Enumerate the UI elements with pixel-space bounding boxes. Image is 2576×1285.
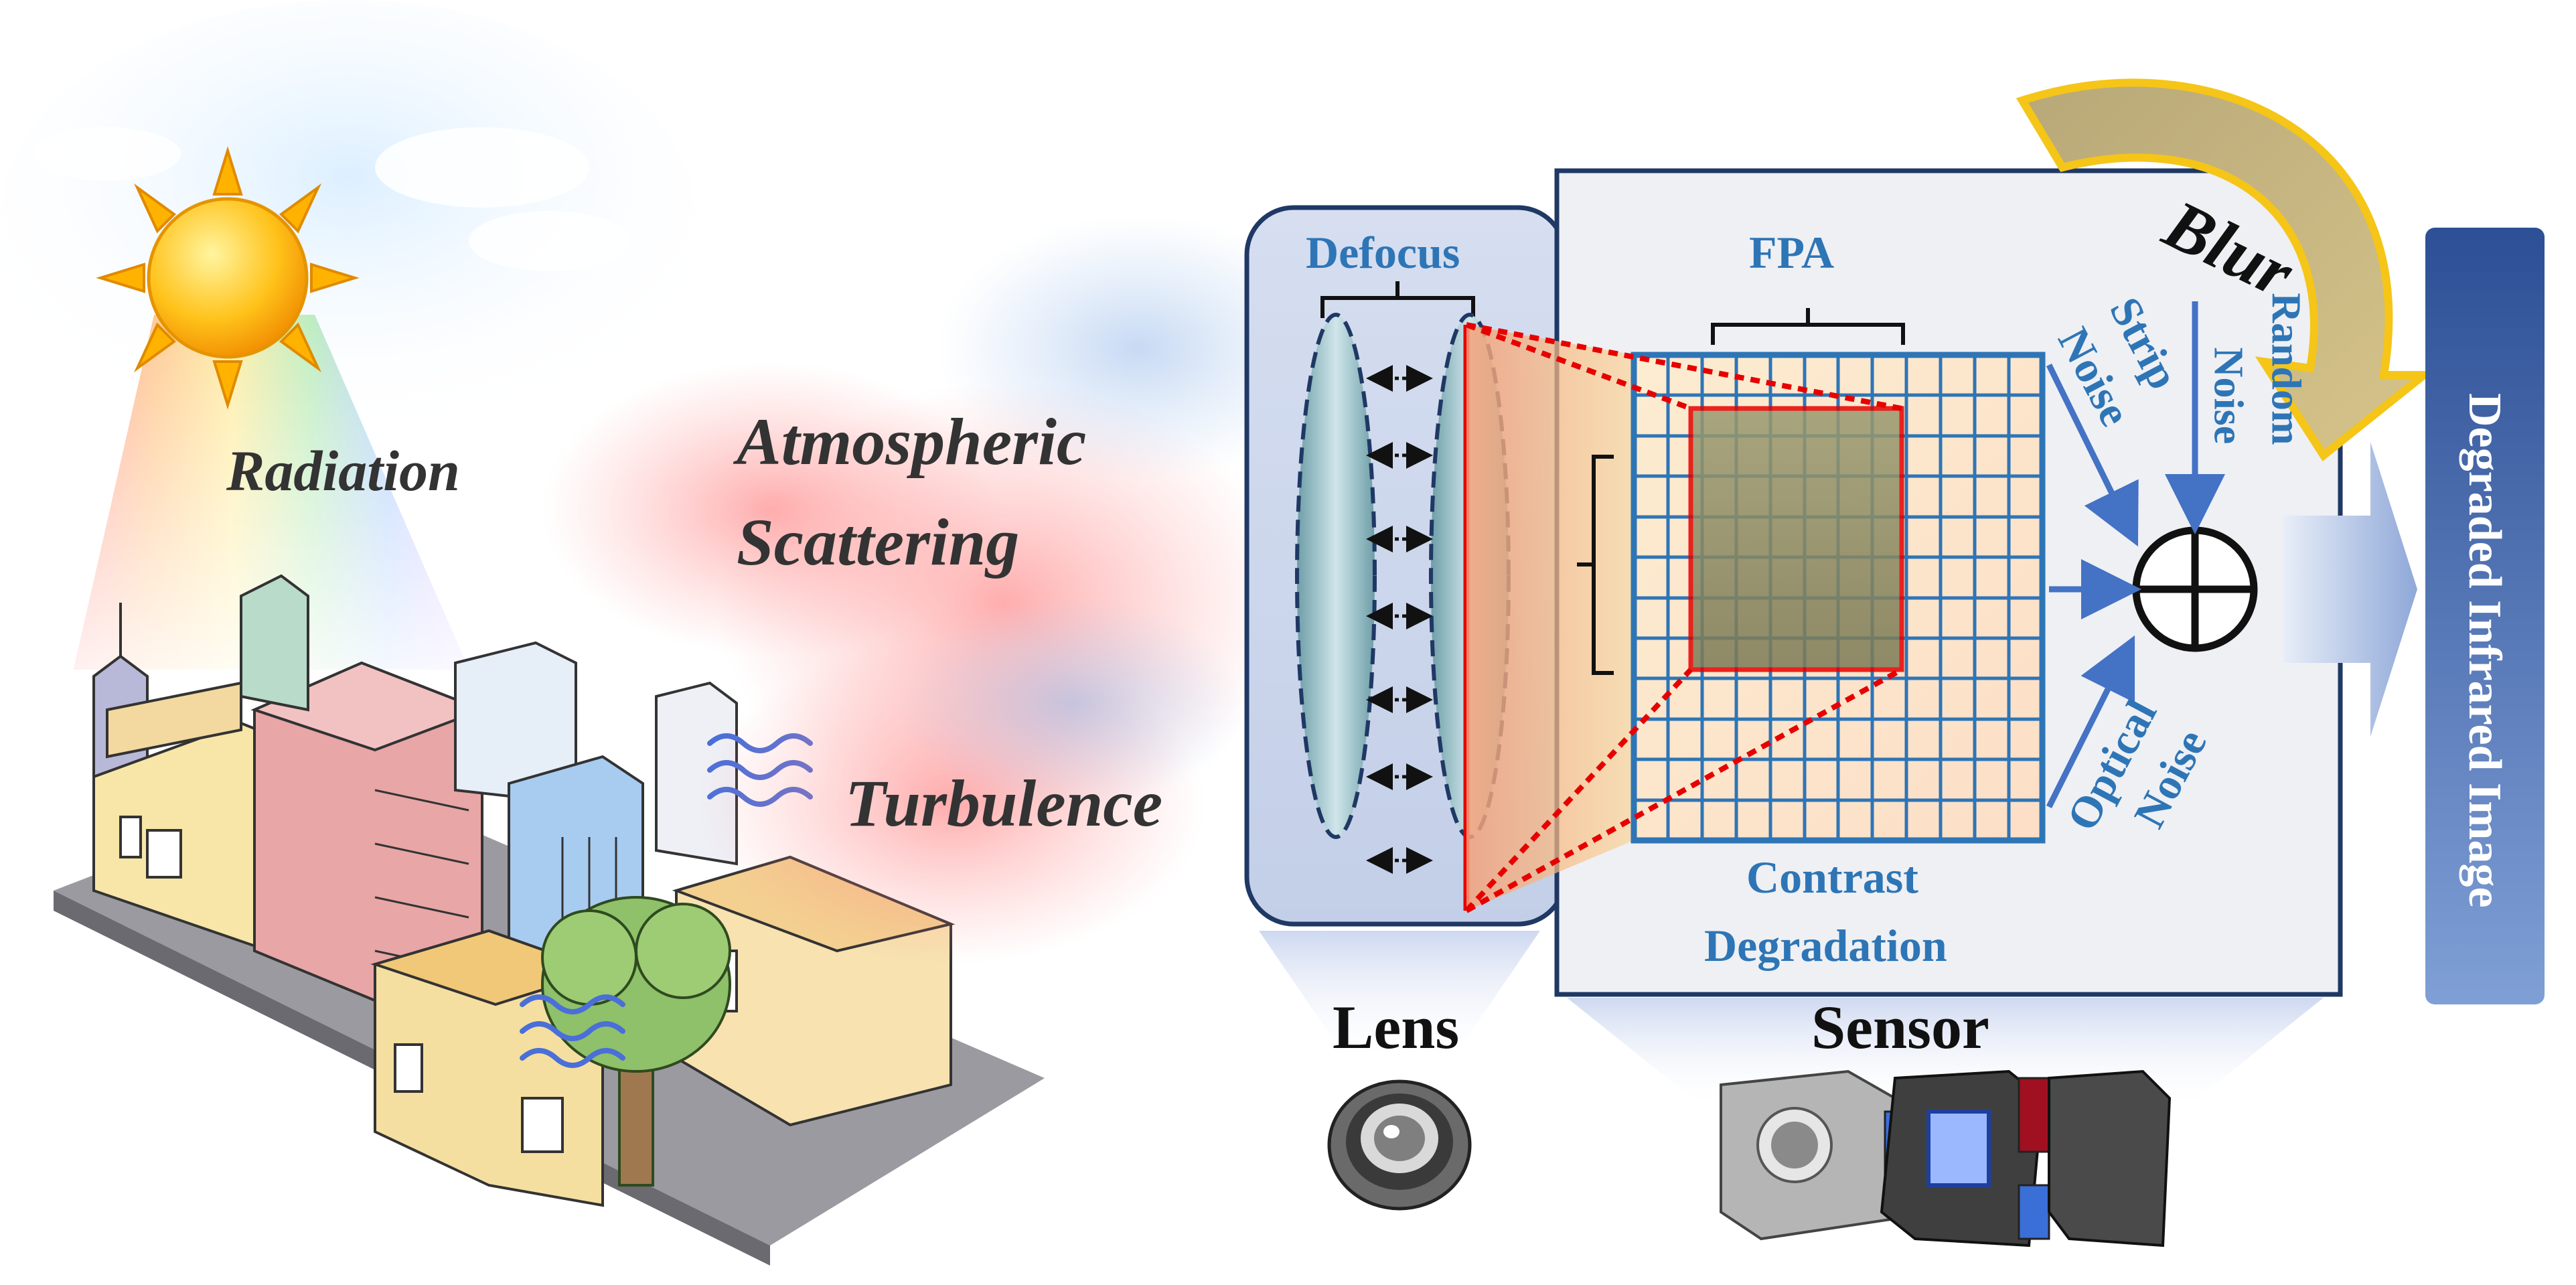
projection-lines (1464, 322, 1903, 913)
lens-label: Lens (1333, 993, 1460, 1061)
degraded-image-bar (2425, 228, 2545, 1004)
sensor-devices-icon (1720, 1069, 2172, 1248)
scattering-label: Scattering (737, 505, 1020, 579)
cloud-shape (469, 211, 629, 271)
atmosphere-smoke (542, 214, 1339, 964)
defocus-bracket (1320, 281, 1475, 318)
sensor-panel (1464, 168, 2343, 997)
camera-lens-icon (1327, 1079, 1472, 1211)
fpa-bracket-top (1711, 308, 1905, 345)
blur-curved-arrow (2016, 78, 2436, 461)
sum-node-icon (2132, 526, 2258, 652)
atmospheric-label: Atmospheric (737, 404, 1087, 479)
defocus-label: Defocus (1306, 227, 1460, 278)
cloud-shape (375, 127, 589, 208)
lens-beam (1259, 931, 1540, 1058)
fpa-bracket-left (1577, 455, 1614, 675)
city-scene (0, 0, 1045, 1266)
radiation-label: Radiation (226, 439, 460, 503)
fpa-label: FPA (1749, 227, 1835, 278)
sun-icon (96, 146, 360, 410)
optical-noise-arrow (2046, 635, 2135, 809)
lens-element-left (1295, 313, 1377, 839)
degradation-label: Degradation (1704, 920, 1947, 971)
radiation-beam (74, 315, 469, 670)
contrast-label: Contrast (1746, 852, 1918, 903)
projected-image (1688, 406, 1904, 672)
random-noise-label-line1: Random (2263, 293, 2309, 445)
sensor-label: Sensor (1811, 993, 1989, 1061)
degraded-image-label: Degraded Infrared Image (2459, 393, 2510, 908)
cloud-shape (33, 127, 181, 181)
turbulence-label: Turbulence (845, 766, 1163, 840)
noise-arrows (2046, 301, 2225, 809)
defocus-arrows (1366, 365, 1433, 874)
random-noise-label-line2: Noise (2205, 347, 2251, 445)
output-arrow (2283, 442, 2417, 737)
strip-noise-arrow (2046, 364, 2139, 547)
